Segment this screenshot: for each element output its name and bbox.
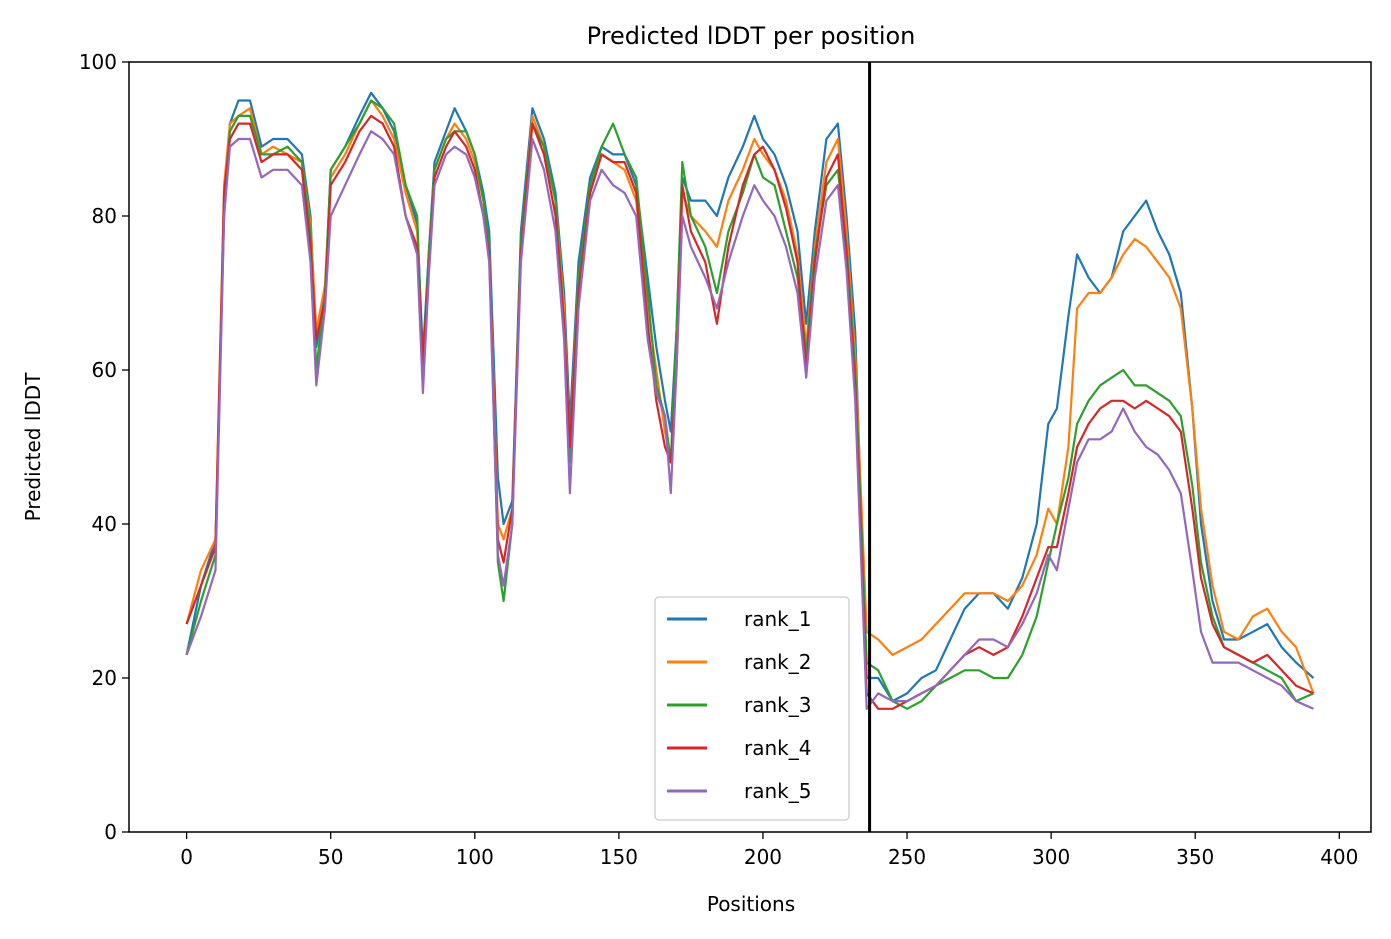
- x-axis-label: Positions: [707, 892, 795, 916]
- x-tick-label: 100: [456, 845, 494, 869]
- y-axis-label: Predicted lDDT: [21, 372, 45, 522]
- legend-label-rank_4: rank_4: [744, 736, 811, 760]
- legend: rank_1 rank_2 rank_3 rank_4 rank_5: [654, 596, 850, 821]
- legend-label-rank_1: rank_1: [744, 607, 811, 631]
- legend-label-rank_2: rank_2: [744, 650, 811, 674]
- legend-label-rank_3: rank_3: [744, 693, 811, 717]
- series-line-rank_4: [185, 114, 1314, 710]
- y-tick-label: 80: [92, 204, 117, 228]
- x-axis: 0 50 100 150 200 250 300 350 400: [180, 832, 1358, 869]
- y-tick-label: 0: [104, 820, 117, 844]
- x-tick-label: 150: [600, 845, 638, 869]
- x-tick-label: 300: [1032, 845, 1070, 869]
- plot-area: [185, 62, 1315, 832]
- y-tick-label: 40: [92, 512, 117, 536]
- x-tick-label: 250: [888, 845, 926, 869]
- legend-box: [654, 596, 850, 821]
- series-line-rank_5: [185, 130, 1314, 710]
- x-tick-label: 200: [744, 845, 782, 869]
- axes-frame: [128, 61, 1372, 833]
- x-tick-label: 350: [1176, 845, 1214, 869]
- x-tick-label: 50: [318, 845, 343, 869]
- chart-title: Predicted lDDT per position: [587, 22, 916, 50]
- series-line-rank_3: [185, 99, 1314, 710]
- y-tick-label: 20: [92, 666, 117, 690]
- y-tick-label: 60: [92, 358, 117, 382]
- y-axis: 0 20 40 60 80 100: [79, 50, 129, 844]
- y-tick-label: 100: [79, 50, 117, 74]
- x-tick-label: 0: [180, 845, 193, 869]
- x-tick-label: 400: [1320, 845, 1358, 869]
- legend-label-rank_5: rank_5: [744, 779, 811, 803]
